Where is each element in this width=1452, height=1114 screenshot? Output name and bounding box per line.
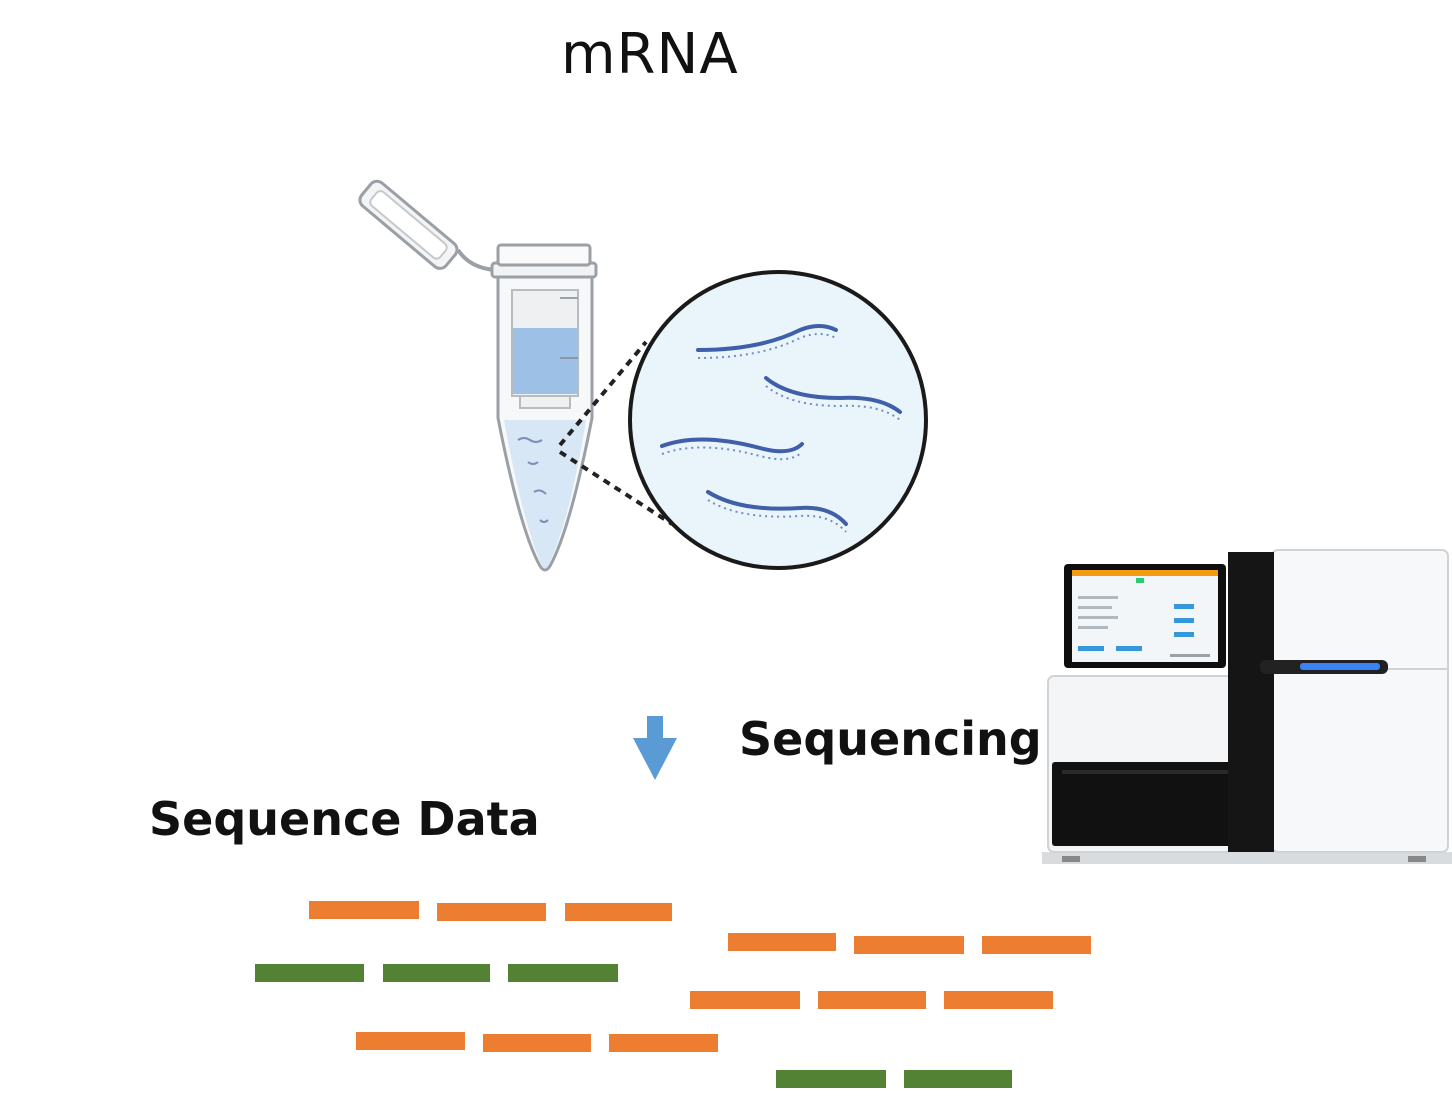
sequencer-machine-icon	[1042, 549, 1452, 864]
read-green	[776, 1070, 886, 1088]
read-orange	[609, 1034, 718, 1052]
read-orange	[982, 936, 1091, 954]
read-orange	[854, 936, 964, 954]
sequence-data-label: Sequence Data	[149, 792, 540, 846]
microcentrifuge-tube-icon	[358, 179, 598, 572]
read-orange	[309, 901, 419, 919]
read-green	[508, 964, 618, 982]
read-orange	[483, 1034, 591, 1052]
read-green	[255, 964, 364, 982]
down-arrow-icon	[633, 716, 677, 780]
sequencing-label: Sequencing	[739, 712, 1042, 766]
read-green	[904, 1070, 1012, 1088]
read-orange	[944, 991, 1053, 1009]
read-green	[383, 964, 490, 982]
read-orange	[356, 1032, 465, 1050]
read-orange	[818, 991, 926, 1009]
read-orange	[728, 933, 836, 951]
zoom-lines	[558, 340, 674, 526]
read-orange	[437, 903, 546, 921]
title-mrna: mRNA	[561, 22, 739, 87]
magnifier-icon	[628, 270, 928, 570]
read-orange	[565, 903, 672, 921]
read-orange	[690, 991, 800, 1009]
